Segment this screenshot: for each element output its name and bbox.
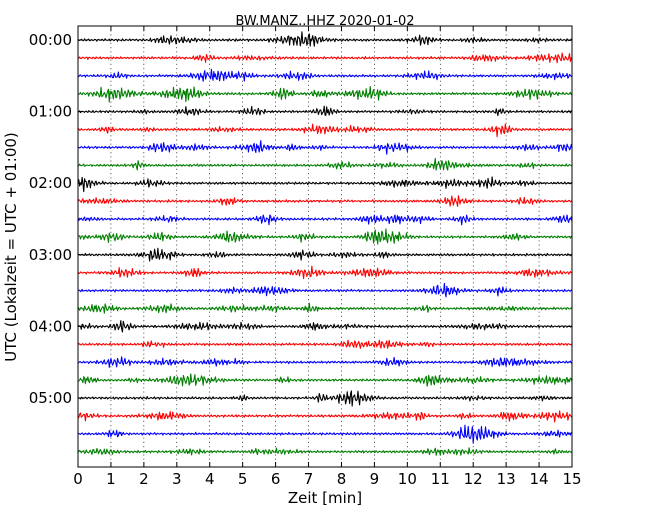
y-tick-label: 02:00: [29, 174, 72, 192]
seismic-trace-24: [77, 447, 573, 456]
x-tick-label: 12: [464, 470, 483, 488]
seismic-trace-20: [77, 373, 573, 387]
seismic-trace-14: [77, 265, 573, 280]
trace-series: [77, 31, 573, 456]
x-tick-label: 15: [562, 470, 581, 488]
x-tick-label: 7: [304, 470, 314, 488]
x-tick-label: 1: [106, 470, 116, 488]
seismic-trace-4: [77, 86, 573, 103]
seismic-trace-7: [77, 140, 573, 155]
seismic-trace-15: [77, 282, 573, 298]
seismic-trace-2: [77, 52, 573, 64]
seismic-trace-10: [77, 195, 573, 207]
seismic-trace-16: [77, 302, 573, 314]
y-axis-label: UTC (Lokalzeit = UTC + 01:00): [2, 132, 20, 362]
x-tick-label: 14: [530, 470, 549, 488]
seismic-trace-9: [77, 176, 573, 193]
chart-title: BW.MANZ..HHZ 2020-01-02: [235, 14, 414, 29]
x-tick-label: 5: [238, 470, 248, 488]
y-tick-label: 01:00: [29, 103, 72, 121]
x-tick-label: 13: [497, 470, 516, 488]
seismic-trace-5: [77, 105, 573, 117]
y-tick-label: 00:00: [29, 31, 72, 49]
y-tick-label: 05:00: [29, 389, 72, 407]
x-tick-label: 9: [370, 470, 380, 488]
seismic-trace-11: [77, 214, 573, 226]
x-axis-ticks: 0 1 2 3 4 5 6 7 8 9 10 11 12 13 14 15: [73, 26, 582, 488]
seismic-trace-19: [77, 356, 573, 368]
seismic-trace-3: [77, 68, 573, 82]
x-tick-label: 4: [205, 470, 215, 488]
seismic-trace-22: [77, 410, 573, 423]
seismic-trace-12: [77, 228, 573, 245]
y-tick-label: 03:00: [29, 246, 72, 264]
seismic-trace-8: [77, 157, 573, 171]
seismic-trace-6: [77, 123, 573, 138]
x-axis-label: Zeit [min]: [288, 489, 362, 507]
y-tick-label: 04:00: [29, 317, 72, 335]
x-tick-label: 2: [139, 470, 149, 488]
plot-frame: [77, 25, 573, 468]
x-tick-label: 8: [337, 470, 347, 488]
seismic-trace-23: [77, 424, 573, 444]
seismic-trace-1: [77, 31, 573, 47]
seismic-trace-21: [77, 390, 573, 407]
seismic-trace-17: [77, 320, 573, 333]
x-tick-label: 10: [398, 470, 417, 488]
y-axis-ticks: 00:00 01:00 02:00 03:00 04:00 05:00: [29, 31, 572, 407]
x-tick-label: 11: [431, 470, 450, 488]
seismic-trace-13: [77, 247, 573, 262]
seismic-trace-18: [77, 339, 573, 349]
x-tick-label: 0: [73, 470, 83, 488]
x-tick-label: 3: [172, 470, 182, 488]
x-tick-label: 6: [271, 470, 281, 488]
